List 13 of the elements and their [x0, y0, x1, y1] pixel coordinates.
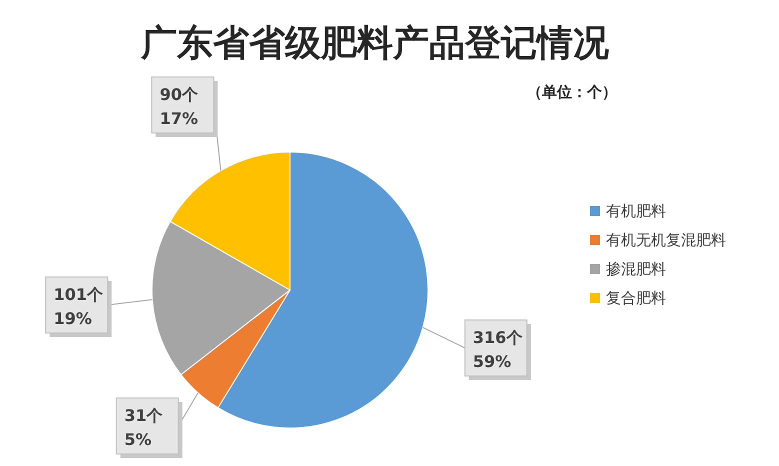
legend-label: 有机无机复混肥料 — [606, 231, 726, 249]
legend-label: 掺混肥料 — [606, 260, 666, 278]
legend-label: 复合肥料 — [606, 289, 666, 307]
chart-title: 广东省省级肥料产品登记情况 — [140, 22, 609, 64]
pie-slice — [218, 152, 428, 428]
chart-subtitle: （单位：个） — [527, 83, 617, 101]
legend-label: 有机肥料 — [606, 202, 666, 220]
pie-slice — [170, 152, 290, 290]
data-label: 101个 19% — [54, 284, 104, 328]
data-label: 31个 5% — [124, 406, 164, 449]
data-label: 316个 59% — [472, 328, 524, 371]
pie-slice — [180, 290, 290, 408]
data-label: 90个 17% — [160, 84, 199, 128]
